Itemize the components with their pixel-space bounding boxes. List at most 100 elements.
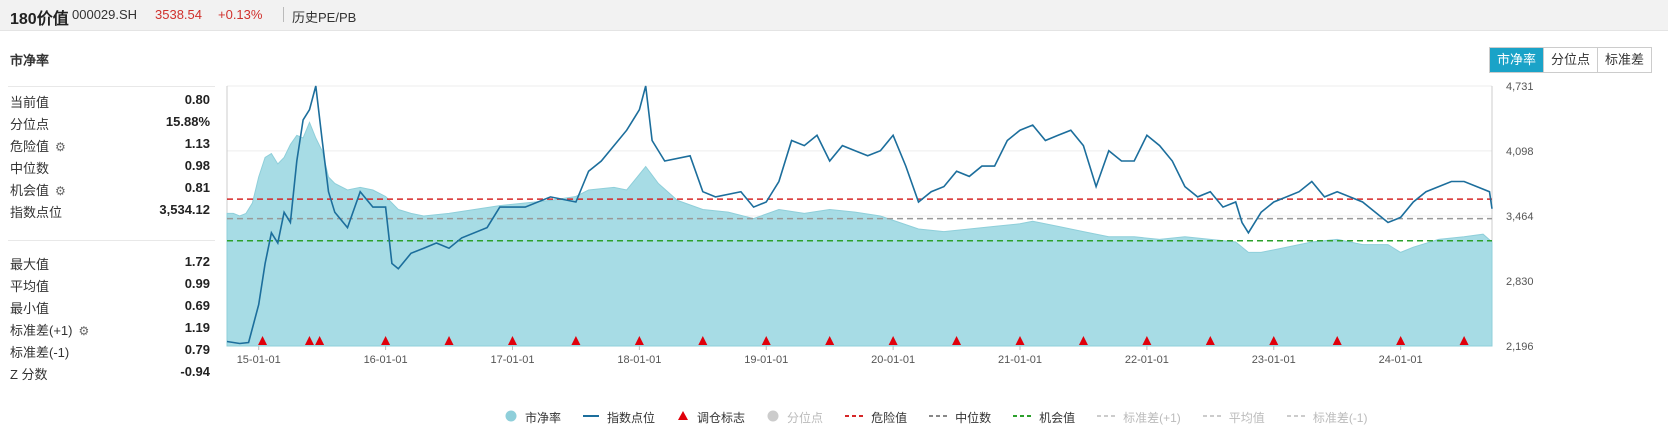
stat-label: 指数点位 [10,205,63,220]
legend-item[interactable]: 平均值 [1202,409,1265,426]
stat-row-percentile: 分位点 15.88% [0,112,215,134]
rebalance-marker [304,336,314,345]
stat-value: 1.19 [184,320,210,335]
rebalance-marker [258,336,268,345]
x-tick-label: 15-01-01 [237,354,281,366]
index-change: +0.13% [218,7,263,22]
legend-item[interactable]: 中位数 [929,409,991,426]
legend-item[interactable]: 标准差(+1) [1097,409,1181,426]
rebalance-marker [1078,336,1088,345]
stat-row-current: 当前值 0.80 [0,90,215,112]
stat-row-std-plus: 标准差(+1) ⚙ 1.19 [0,318,215,340]
stat-value: 0.99 [184,276,210,291]
rebalance-marker [1142,336,1152,345]
pb-area [226,121,1493,347]
stat-row-std-minus: 标准差(-1) 0.79 [0,340,215,362]
stat-row-median: 中位数 0.98 [0,156,215,178]
legend-swatch [1286,410,1305,424]
legend-item[interactable]: 调仓标志 [677,409,745,426]
legend-label: 标准差(+1) [1123,410,1181,425]
gear-icon[interactable]: ⚙ [55,140,66,154]
stat-label: 中位数 [10,161,50,176]
stat-row-danger: 危险值 ⚙ 1.13 [0,134,215,156]
legend-swatch [1013,410,1032,424]
rebalance-marker [1459,336,1469,345]
x-tick-label: 16-01-01 [364,354,408,366]
stat-row-opportunity: 机会值 ⚙ 0.81 [0,178,215,200]
legend-swatch [1202,410,1221,424]
rebalance-marker [315,336,325,345]
stat-value: 0.79 [184,342,210,357]
metric-tabs: 市净率 分位点 标准差 [1489,47,1653,73]
legend-swatch [767,410,779,425]
stat-label: 标准差(-1) [10,345,70,360]
legend-label: 机会值 [1039,410,1076,425]
tab-stddev[interactable]: 标准差 [1597,48,1652,72]
stat-value: -0.94 [180,364,210,379]
right-tick-label: 3,464 [1506,211,1534,223]
legend-item[interactable]: 标准差(-1) [1286,409,1368,426]
pb-chart[interactable]: 2104,7314,0983,4642,8302,19615-01-0116-0… [215,82,1610,367]
legend-swatch [1097,410,1116,424]
history-pe-pb-link[interactable]: 历史PE/PB [292,10,357,25]
tab-pb[interactable]: 市净率 [1490,48,1544,72]
stat-value: 0.69 [184,298,210,313]
rebalance-marker [1205,336,1215,345]
stats-divider-mid [8,240,215,241]
gear-icon[interactable]: ⚙ [78,324,90,338]
x-tick-label: 24-01-01 [1379,354,1423,366]
index-price: 3538.54 [155,7,202,22]
x-tick-label: 18-01-01 [617,354,661,366]
stat-value: 15.88% [165,114,210,129]
stat-label: 平均值 [10,279,50,294]
header-separator [283,7,284,22]
stat-label: 危险值 [10,139,50,154]
tab-percentile[interactable]: 分位点 [1543,48,1598,72]
gear-icon[interactable]: ⚙ [55,184,66,198]
legend-swatch [845,410,864,424]
legend-label: 指数点位 [607,410,656,425]
rebalance-marker [571,336,581,345]
legend-item[interactable]: 危险值 [845,409,907,426]
x-tick-label: 20-01-01 [871,354,915,366]
rebalance-marker [507,336,517,345]
legend-item[interactable]: 指数点位 [583,409,655,426]
rebalance-marker [634,336,644,345]
stat-row-zscore: Z 分数 -0.94 [0,362,215,384]
legend-swatch [583,410,600,424]
stat-label: 当前值 [10,95,50,110]
rebalance-marker [381,336,391,345]
legend-item[interactable]: 机会值 [1013,409,1075,426]
stat-label: Z 分数 [10,367,48,382]
right-tick-label: 4,098 [1506,146,1534,158]
legend-label: 标准差(-1) [1312,410,1368,425]
legend-label: 中位数 [955,410,992,425]
rebalance-marker [1396,336,1406,345]
rebalance-marker [761,336,771,345]
stat-label: 分位点 [10,117,50,132]
legend-item[interactable]: 市净率 [505,409,561,426]
index-line [226,85,1493,345]
stats-divider-top [8,86,215,87]
stat-value: 0.80 [184,92,210,107]
rebalance-marker [1015,336,1025,345]
right-tick-label: 2,830 [1506,276,1534,288]
legend-swatch [929,410,948,424]
stat-value: 0.81 [184,180,210,195]
x-tick-label: 23-01-01 [1252,354,1296,366]
stats-panel: 当前值 0.80 分位点 15.88% 危险值 ⚙ 1.13 中位数 0.98 机会值 ⚙ 0… [0,86,215,384]
stat-label: 最小值 [10,301,50,316]
rebalance-marker [888,336,898,345]
stat-label: 标准差(+1) [10,323,73,338]
legend-item[interactable]: 分位点 [767,409,823,426]
stat-label: 最大值 [10,257,50,272]
index-code: 000029.SH [72,7,138,22]
stat-value: 1.13 [184,136,210,151]
stat-value: 0.98 [184,158,210,173]
rebalance-marker [1269,336,1279,345]
header-bar: 180价值 000029.SH 3538.54 +0.13% 历史PE/PB [0,0,1668,31]
right-tick-label: 2,196 [1506,341,1534,353]
legend-label: 调仓标志 [697,410,746,425]
chart-legend: 市净率 指数点位 调仓标志 分位点 危险值 中位数 机会值 标准差(+1) 平均值 标准差(-1) [505,408,1389,426]
x-tick-label: 17-01-01 [490,354,534,366]
